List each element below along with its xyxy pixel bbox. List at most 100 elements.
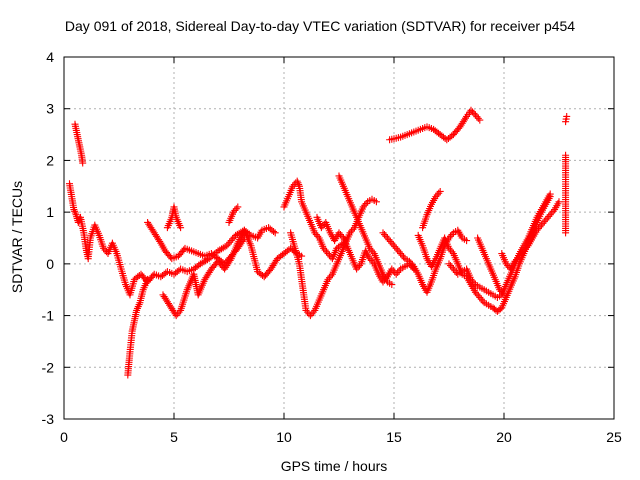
data-point (502, 260, 510, 268)
data-point (367, 246, 375, 254)
y-tick-label: 0 (46, 256, 54, 272)
data-point (515, 252, 523, 260)
data-point (539, 219, 547, 227)
data-point (101, 246, 109, 254)
data-point (445, 260, 453, 268)
data-point (308, 310, 316, 318)
data-point (446, 262, 454, 270)
data-point (293, 177, 301, 185)
data-point (144, 275, 152, 283)
data-point (462, 114, 469, 122)
y-tick-label: -2 (42, 359, 55, 375)
data-point (433, 191, 441, 199)
data-point (223, 242, 231, 250)
series-track-k (335, 172, 396, 289)
data-point (231, 206, 239, 214)
data-point (533, 226, 541, 234)
data-point (325, 274, 333, 282)
data-point (196, 260, 204, 268)
data-point (451, 267, 459, 275)
data-point (79, 159, 87, 167)
data-point (356, 262, 364, 270)
data-point (467, 275, 475, 283)
data-point (398, 251, 406, 259)
data-point (71, 207, 79, 215)
data-point (232, 231, 240, 239)
data-point (70, 206, 78, 214)
data-point (386, 237, 394, 245)
data-point (353, 265, 361, 273)
data-point (392, 244, 400, 252)
data-point (388, 281, 396, 289)
series-track-g (225, 203, 242, 226)
data-point (366, 255, 374, 263)
data-point (218, 245, 226, 253)
data-point (295, 181, 303, 189)
x-tick-label: 5 (170, 429, 178, 445)
data-point (474, 292, 482, 300)
data-point (202, 257, 210, 265)
data-point (514, 254, 522, 262)
data-point (388, 239, 396, 247)
data-point (448, 263, 456, 271)
data-point (537, 221, 545, 229)
series-track-h (280, 177, 347, 263)
data-point (380, 231, 388, 239)
data-point (311, 229, 319, 237)
data-point (394, 246, 402, 254)
data-point (303, 308, 311, 316)
data-point (563, 112, 571, 120)
series-track-a (66, 180, 279, 299)
data-point (536, 223, 544, 231)
data-point (562, 151, 570, 159)
data-point (335, 229, 343, 237)
data-point (512, 256, 520, 264)
data-point (226, 238, 234, 246)
series-track-o (419, 187, 444, 232)
data-point (473, 113, 481, 121)
data-point (382, 232, 390, 240)
x-tick-label: 0 (60, 429, 68, 445)
data-point (388, 265, 396, 273)
data-point (436, 187, 444, 195)
data-point (548, 209, 556, 217)
data-point (324, 275, 332, 283)
data-point (327, 272, 335, 280)
data-point (271, 229, 279, 237)
data-point (435, 189, 443, 197)
data-point (511, 257, 519, 265)
data-point (474, 114, 482, 122)
y-tick-label: 4 (46, 49, 54, 65)
data-point (323, 248, 331, 256)
data-point (540, 218, 548, 226)
data-point (174, 310, 182, 318)
data-point (448, 248, 456, 256)
data-point (216, 246, 224, 254)
data-point (471, 288, 479, 296)
data-point (302, 306, 310, 314)
data-point (229, 208, 237, 216)
data-point (336, 231, 344, 239)
x-tick-label: 25 (606, 429, 622, 445)
x-tick-label: 10 (276, 429, 292, 445)
data-point (232, 205, 240, 213)
series-track-c (124, 275, 152, 379)
data-point (534, 225, 542, 233)
data-point (226, 256, 234, 264)
chart-title: Day 091 of 2018, Sidereal Day-to-day VTE… (65, 18, 575, 34)
data-point (369, 248, 377, 256)
data-point (270, 228, 278, 236)
data-point (234, 203, 242, 211)
data-point (545, 212, 553, 220)
data-point (317, 224, 325, 232)
data-point (432, 193, 440, 201)
data-point (366, 244, 374, 252)
series-track-l (379, 226, 471, 296)
data-point (405, 257, 413, 265)
data-point (468, 108, 476, 116)
data-point (449, 265, 457, 273)
data-point (319, 222, 327, 230)
series-track-r (498, 198, 563, 273)
data-point (379, 229, 387, 237)
